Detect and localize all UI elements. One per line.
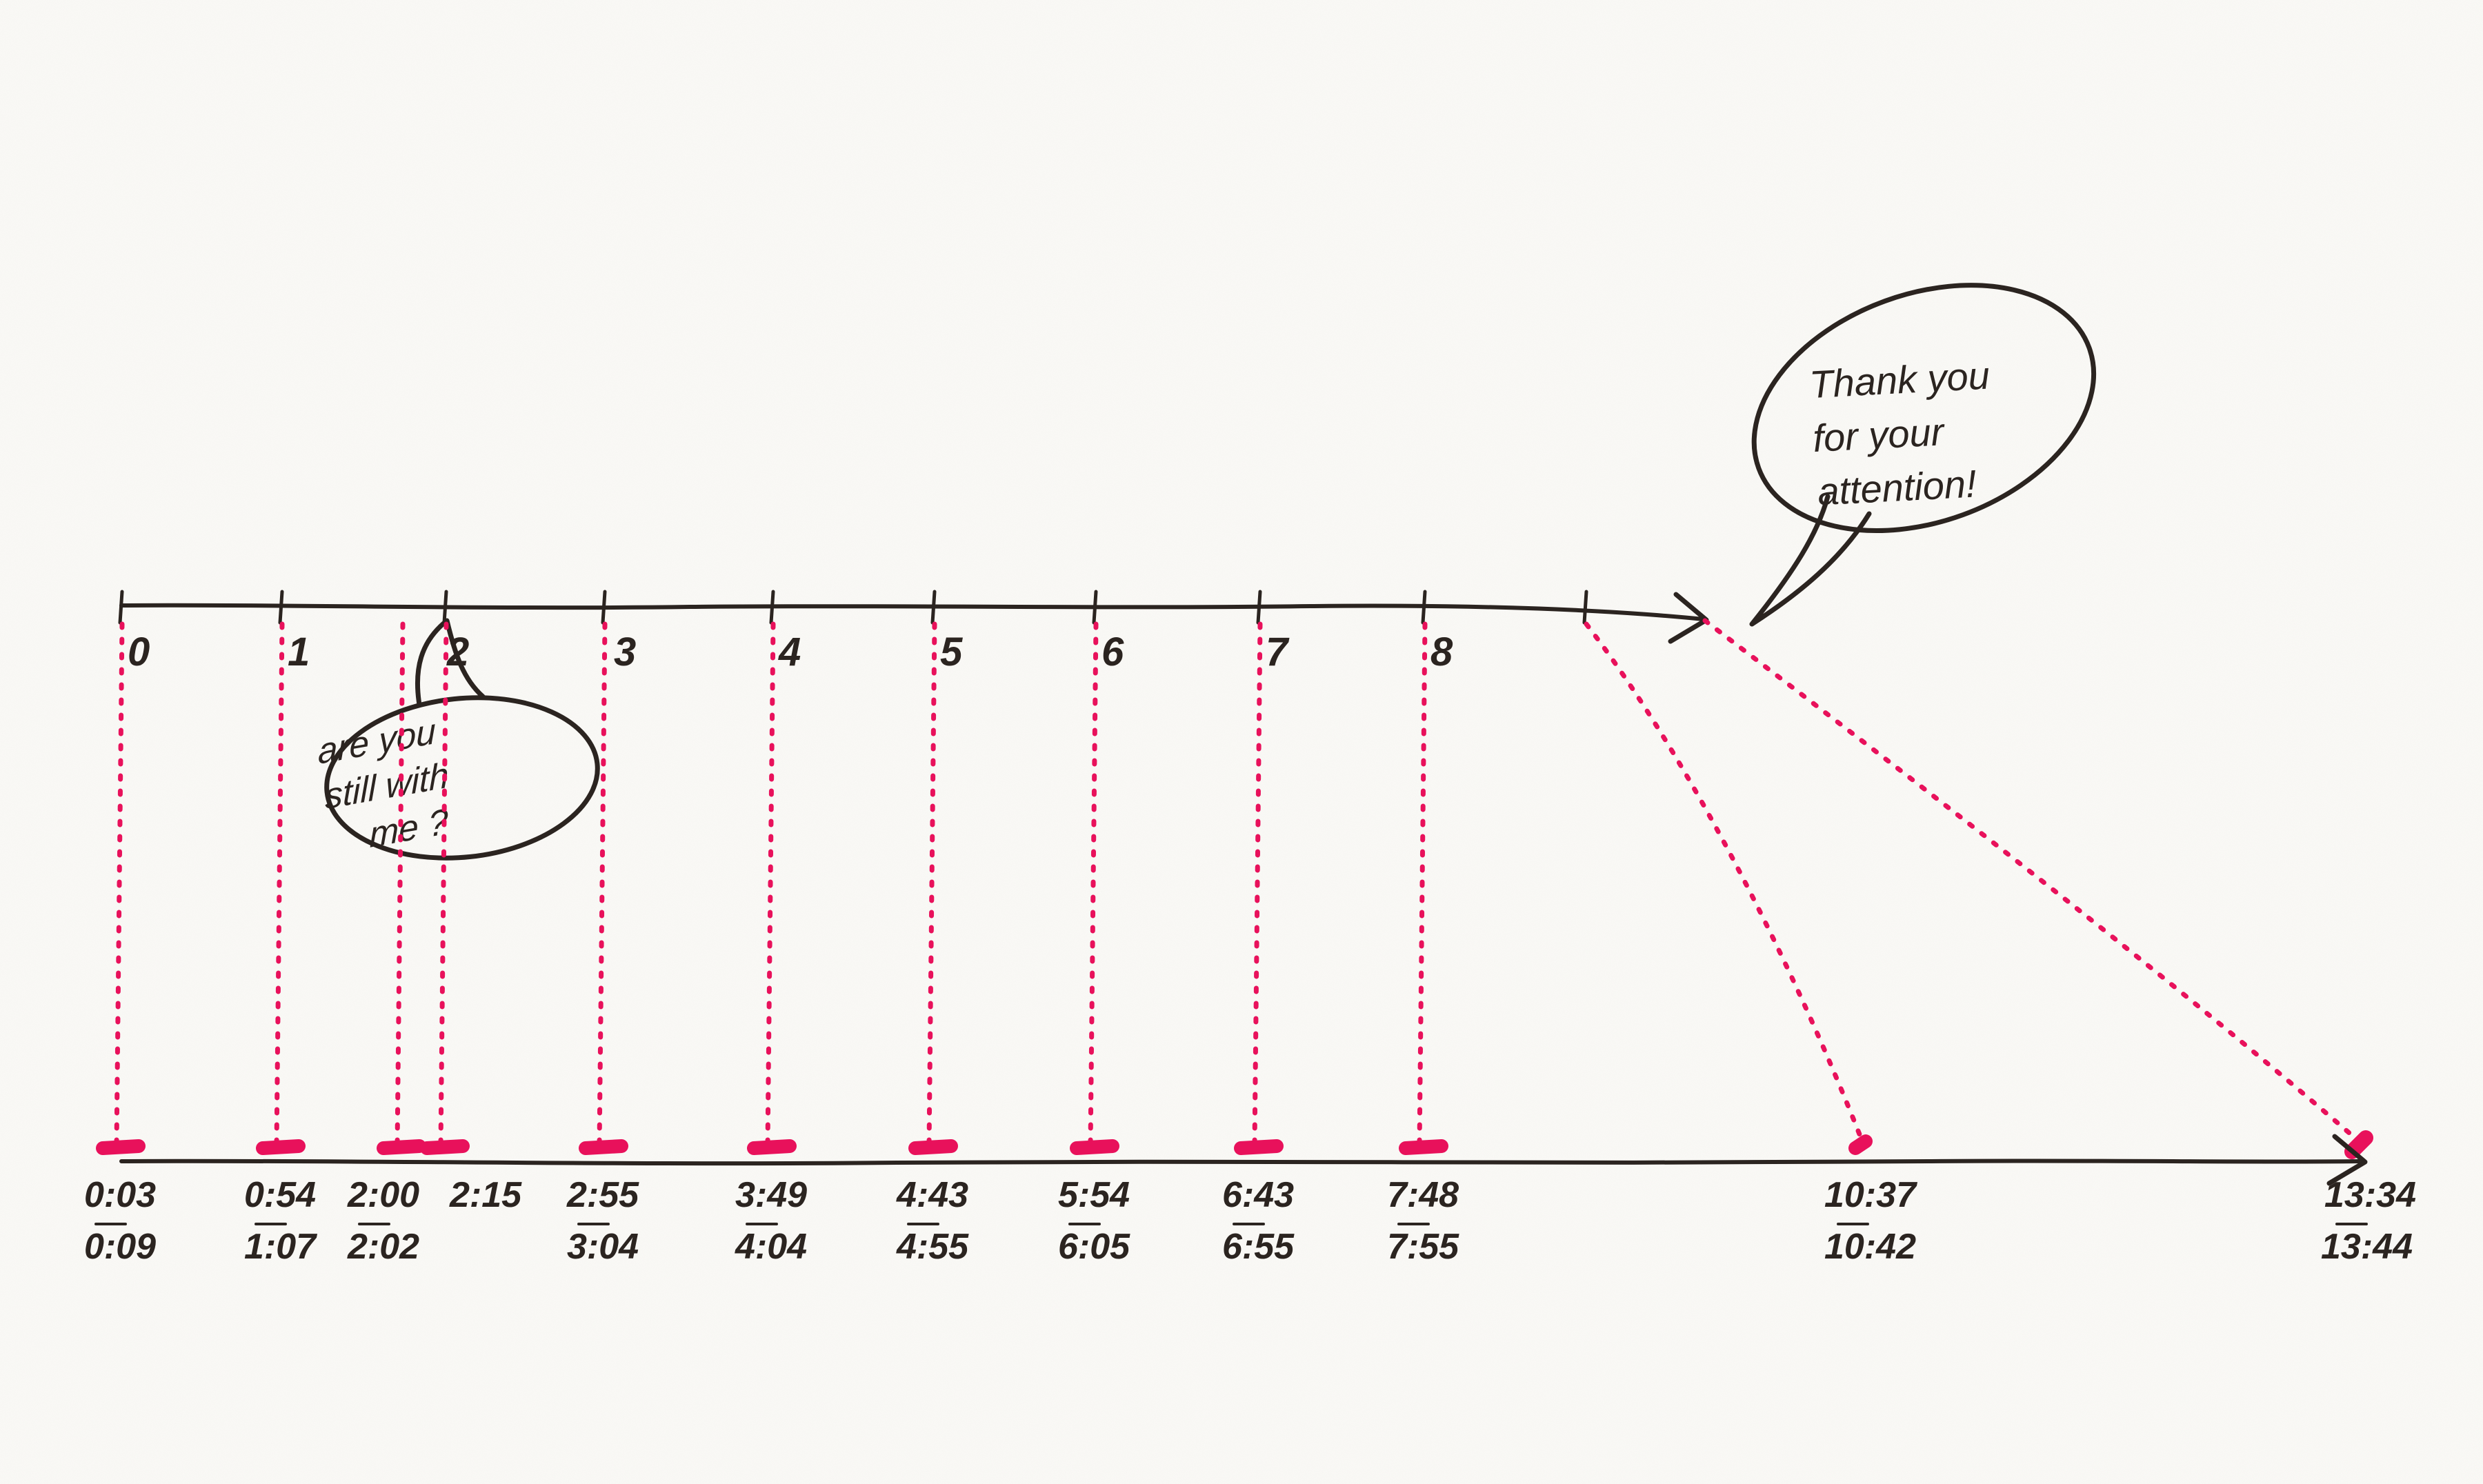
svg-text:4: 4 (778, 630, 801, 674)
svg-text:7:55: 7:55 (1387, 1227, 1459, 1267)
svg-text:0:03: 0:03 (84, 1175, 156, 1215)
svg-text:1: 1 (288, 630, 310, 674)
svg-text:6:05: 6:05 (1058, 1227, 1130, 1267)
svg-text:13:44: 13:44 (2321, 1227, 2413, 1267)
svg-text:2:55: 2:55 (566, 1175, 639, 1215)
svg-text:attention!: attention! (1817, 461, 1978, 513)
svg-text:6:55: 6:55 (1222, 1227, 1295, 1267)
svg-text:2:02: 2:02 (347, 1227, 419, 1267)
svg-text:3:49: 3:49 (735, 1175, 807, 1215)
svg-text:8: 8 (1430, 630, 1453, 674)
svg-text:4:43: 4:43 (896, 1175, 968, 1215)
svg-text:2: 2 (446, 630, 469, 674)
svg-text:7:48: 7:48 (1387, 1175, 1459, 1215)
svg-text:1:07: 1:07 (244, 1227, 317, 1267)
svg-text:0: 0 (128, 630, 150, 674)
svg-text:10:37: 10:37 (1824, 1175, 1917, 1215)
svg-text:3: 3 (614, 630, 636, 674)
svg-text:5:54: 5:54 (1058, 1175, 1130, 1215)
svg-text:3:04: 3:04 (567, 1227, 639, 1267)
svg-text:2:00: 2:00 (347, 1175, 419, 1215)
svg-text:6: 6 (1101, 630, 1124, 674)
svg-text:6:43: 6:43 (1222, 1175, 1294, 1215)
svg-text:2:15: 2:15 (449, 1175, 522, 1215)
svg-text:7: 7 (1266, 630, 1290, 674)
svg-text:0:09: 0:09 (84, 1227, 156, 1267)
svg-text:4:55: 4:55 (896, 1227, 969, 1267)
svg-text:0:54: 0:54 (244, 1175, 316, 1215)
svg-text:for your: for your (1812, 410, 1946, 460)
svg-text:4:04: 4:04 (735, 1227, 807, 1267)
svg-text:5: 5 (940, 630, 963, 674)
svg-text:13:34: 13:34 (2324, 1175, 2416, 1215)
svg-text:10:42: 10:42 (1824, 1227, 1916, 1267)
